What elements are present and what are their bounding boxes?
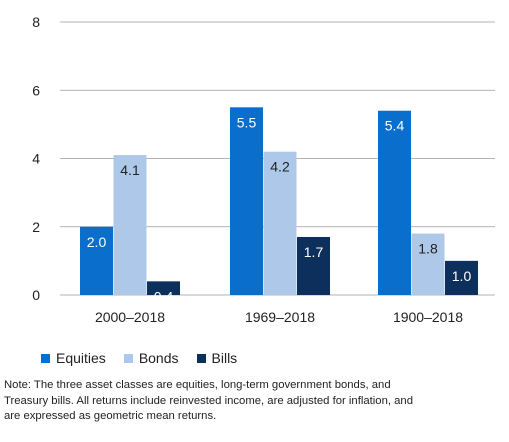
legend-label-bills: Bills bbox=[211, 350, 238, 366]
data-label: 0.4 bbox=[154, 288, 174, 304]
bar-bonds bbox=[263, 151, 297, 295]
data-label: 5.5 bbox=[237, 114, 257, 130]
x-tick-label: 1900–2018 bbox=[393, 309, 463, 325]
legend-swatch-bills bbox=[196, 353, 206, 363]
bar-bonds bbox=[113, 155, 147, 295]
bar-equities bbox=[80, 226, 113, 295]
x-tick-label: 2000–2018 bbox=[95, 309, 165, 325]
y-tick-label: 2 bbox=[32, 219, 40, 235]
y-tick-label: 8 bbox=[32, 14, 40, 30]
bar-bills bbox=[445, 260, 478, 295]
footnote-line: Note: The three asset classes are equiti… bbox=[4, 379, 391, 391]
bar-bills bbox=[297, 236, 330, 295]
data-label: 1.8 bbox=[418, 241, 438, 257]
bar-bonds bbox=[411, 233, 445, 295]
y-tick-label: 4 bbox=[32, 151, 40, 167]
y-tick-label: 0 bbox=[32, 287, 40, 303]
legend-label-bonds: Bonds bbox=[138, 350, 179, 366]
bar-equities bbox=[230, 107, 263, 295]
legend-item-bills: Bills bbox=[196, 350, 238, 366]
y-tick-label: 6 bbox=[32, 82, 40, 98]
data-label: 1.7 bbox=[304, 244, 324, 260]
data-label: 4.1 bbox=[120, 162, 140, 178]
legend-item-equities: Equities bbox=[41, 350, 106, 366]
data-label: 5.4 bbox=[385, 118, 405, 134]
legend-swatch-equities bbox=[41, 353, 50, 363]
legend-item-bonds: Bonds bbox=[123, 350, 179, 366]
footnote: Note: The three asset classes are equiti… bbox=[4, 378, 504, 425]
x-tick-label: 1969–2018 bbox=[245, 309, 315, 325]
bar-chart: 0 2 4 6 8 2.0 4.1 0.4 2000–2018 5.5 4.2 1.7 1969–201… bbox=[32, 14, 495, 325]
footnote-line: are expressed as geometric mean returns. bbox=[4, 410, 217, 422]
data-label: 1.0 bbox=[452, 268, 472, 284]
bar-bills bbox=[147, 281, 180, 295]
legend: Equities Bonds Bills bbox=[41, 350, 237, 366]
data-label: 2.0 bbox=[87, 234, 107, 250]
bar-equities bbox=[378, 110, 411, 295]
footnote-line: Treasury bills. All returns include rein… bbox=[4, 394, 413, 407]
data-label: 4.2 bbox=[270, 159, 290, 175]
legend-label-equities: Equities bbox=[56, 350, 106, 366]
legend-swatch-bonds bbox=[123, 353, 133, 363]
